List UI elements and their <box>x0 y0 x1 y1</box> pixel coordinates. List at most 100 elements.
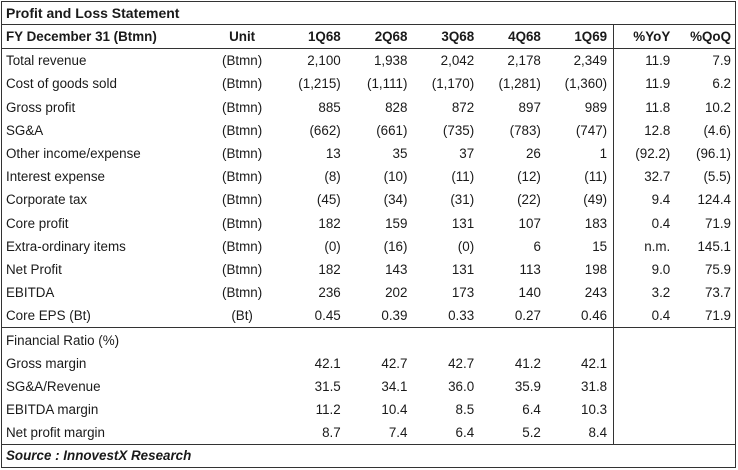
row-value: (783) <box>509 122 541 138</box>
row-yoy: 0.4 <box>613 211 675 235</box>
statement-title: Profit and Loss Statement <box>2 2 735 25</box>
row-yoy: 3.2 <box>613 281 675 305</box>
ratio-value: 36.0 <box>448 378 475 394</box>
ratio-heading-row: Financial Ratio (%) <box>2 327 735 352</box>
row-qoq: (5.5) <box>703 169 731 185</box>
row-qoq: 124.4 <box>697 192 731 208</box>
ratio-row: SG&A/Revenue 31.5 34.1 36.0 35.9 31.8 <box>2 374 735 398</box>
ratio-empty <box>613 351 675 375</box>
row-value: 0.33 <box>448 308 475 324</box>
ratio-empty <box>613 421 675 445</box>
row-value: 6 <box>533 238 541 254</box>
row-value: (0) <box>457 238 475 254</box>
row-yoy: 12.8 <box>613 118 675 142</box>
row-unit: (Btmn) <box>222 215 263 231</box>
header-quarter: 2Q68 <box>346 25 414 50</box>
row-value: 37 <box>459 146 475 162</box>
ratio-label: Net profit margin <box>6 425 105 441</box>
ratio-value: 8.4 <box>588 425 608 441</box>
row-value: 202 <box>385 285 408 301</box>
row-yoy: 9.4 <box>613 188 675 212</box>
row-value: (1,170) <box>431 76 475 92</box>
header-quarter: 4Q68 <box>480 25 547 50</box>
row-qoq: 71.9 <box>704 215 731 231</box>
row-value: 989 <box>584 99 608 115</box>
row-value: (735) <box>442 122 475 138</box>
ratio-empty <box>674 421 735 444</box>
ratio-value: 8.5 <box>455 402 475 418</box>
row-value: 1,938 <box>373 53 408 69</box>
row-value: 183 <box>584 215 608 231</box>
row-unit: (Btmn) <box>222 261 263 277</box>
row-qoq: (4.6) <box>703 122 731 138</box>
row-value: 13 <box>325 146 341 162</box>
row-unit: (Btmn) <box>222 53 263 69</box>
header-quarter: 1Q68 <box>280 25 347 50</box>
ratio-value: 31.5 <box>314 378 341 394</box>
row-value: (0) <box>324 238 341 254</box>
row-value: 2,042 <box>440 53 475 69</box>
row-value: (11) <box>584 169 608 185</box>
ratio-value: 8.7 <box>322 425 341 441</box>
ratio-empty <box>674 398 735 421</box>
row-value: (10) <box>383 169 408 185</box>
row-value: (8) <box>324 169 341 185</box>
row-value: (22) <box>517 192 541 208</box>
row-value: 131 <box>451 261 475 277</box>
row-value: (11) <box>451 169 475 185</box>
row-label: Cost of goods sold <box>6 76 117 92</box>
ratio-value: 34.1 <box>381 378 408 394</box>
row-yoy: 0.4 <box>613 304 675 328</box>
row-value: 143 <box>385 261 408 277</box>
row-value: (1,281) <box>498 76 541 92</box>
row-value: (662) <box>309 122 341 138</box>
row-yoy: 11.9 <box>613 48 675 73</box>
ratio-empty <box>674 375 735 398</box>
header-quarter: 3Q68 <box>413 25 481 50</box>
row-label: EBITDA <box>6 285 55 301</box>
row-value: 236 <box>318 285 341 301</box>
row-unit: (Btmn) <box>222 99 263 115</box>
row-value: (1,215) <box>298 76 341 92</box>
ratio-value: 10.4 <box>381 402 408 418</box>
row-value: 0.27 <box>514 308 541 324</box>
row-qoq: 71.9 <box>704 308 731 324</box>
row-value: (34) <box>383 192 408 208</box>
row-value: 2,100 <box>307 53 341 69</box>
row-value: 2,178 <box>507 53 541 69</box>
row-label: Other income/expense <box>6 146 141 162</box>
row-value: (31) <box>450 192 475 208</box>
ratio-label: EBITDA margin <box>6 402 99 418</box>
table-row: Cost of goods sold (Btmn) (1,215) (1,111) (1… <box>2 72 735 96</box>
row-value: 0.39 <box>381 308 408 324</box>
row-qoq: 75.9 <box>704 261 731 277</box>
row-value: 131 <box>451 215 475 231</box>
row-value: 173 <box>451 285 475 301</box>
row-value: (49) <box>583 192 608 208</box>
row-yoy: 9.0 <box>613 257 675 282</box>
header-row: FY December 31 (Btmn) Unit 1Q68 2Q68 3Q6… <box>2 25 735 50</box>
row-value: 872 <box>451 99 475 115</box>
row-value: (16) <box>383 238 408 254</box>
ratio-value: 42.7 <box>448 355 475 371</box>
row-value: 140 <box>518 285 541 301</box>
row-value: (661) <box>376 122 408 138</box>
row-value: 159 <box>385 215 408 231</box>
row-value: 885 <box>318 99 341 115</box>
row-yoy: 32.7 <box>613 165 675 189</box>
row-unit: (Btmn) <box>222 122 263 138</box>
table-row: Gross profit (Btmn) 885 828 872 897 989 11.8 10.… <box>2 95 735 119</box>
ratio-value: 7.4 <box>388 425 408 441</box>
row-label: Core profit <box>6 215 69 231</box>
row-label: Corporate tax <box>6 192 88 208</box>
row-yoy: n.m. <box>613 234 675 258</box>
row-value: 2,349 <box>573 53 608 69</box>
table-row: EBITDA (Btmn) 236 202 173 140 243 3.2 73.7 <box>2 281 735 305</box>
row-unit: (Btmn) <box>222 285 263 301</box>
row-value: (747) <box>575 122 608 138</box>
table-row: Extra-ordinary items (Btmn) (0) (16) (0) 6 15 n… <box>2 234 735 258</box>
ratio-body: Financial Ratio (%) Gross margin 42.1 42.7… <box>2 327 735 445</box>
row-unit: (Bt) <box>231 308 253 324</box>
table-row: Core EPS (Bt) (Bt) 0.45 0.39 0.33 0.27 0.46 0.4… <box>2 304 735 328</box>
ratio-value: 6.4 <box>522 402 541 418</box>
